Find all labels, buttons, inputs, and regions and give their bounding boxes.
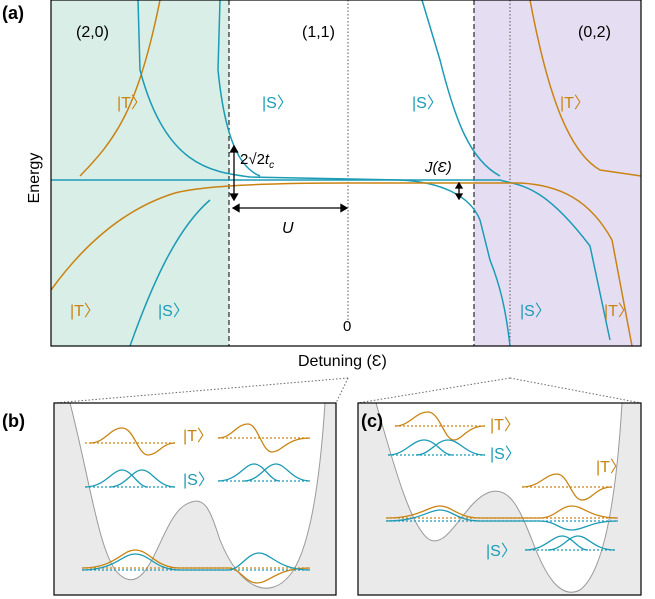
panel-c: |T〉 |S〉 |T〉 |S〉 (c)	[357, 402, 642, 596]
triplet-wavefunction	[217, 423, 311, 453]
triplet-right-rising-curve	[529, 0, 642, 177]
triplet-state-label: |T〉	[490, 417, 520, 434]
singlet-hybrid-wavefunction	[385, 509, 619, 531]
triplet-wavefunction	[521, 473, 613, 501]
triplet-state-label: |T〉	[117, 95, 147, 112]
triplet-wavefunction	[394, 411, 486, 441]
singlet-right-anticrossing	[421, 0, 501, 177]
tilted-double-well	[376, 403, 622, 593]
plot-frame	[50, 0, 642, 347]
zoom-guide-b-left	[53, 377, 349, 404]
singlet-wavefunction	[84, 469, 176, 488]
triplet-state-label: |T〉	[604, 303, 634, 320]
region-11-label: (1,1)	[302, 24, 335, 41]
panel-c-label: (c)	[361, 411, 383, 431]
tunnel-var-text: t	[265, 151, 270, 168]
tilted-double-well-curve	[375, 402, 623, 593]
singlet-state-label: |S〉	[490, 446, 521, 463]
charging-arrowhead-left	[231, 203, 240, 213]
triplet-hybrid-wavefunction	[385, 505, 619, 519]
x-axis-label: Detuning (Ɛ)	[298, 353, 387, 370]
triplet-left-rising-curve	[79, 0, 161, 177]
singlet-state-label: |S〉	[520, 303, 551, 320]
region-02-shading	[474, 0, 641, 346]
triplet-state-label: |T〉	[596, 459, 626, 476]
panel-b-label: (b)	[2, 411, 25, 431]
singlet-upper-curve	[51, 179, 611, 341]
panel-b: |T〉 |S〉 (b)	[2, 402, 337, 596]
panel-b-frame	[53, 402, 337, 596]
tunnel-gap-arrowhead-top	[229, 144, 239, 153]
singlet-left-anticrossing	[217, 0, 261, 177]
triplet-state-label: |T〉	[70, 303, 100, 320]
tunnel-coupling-label: 2√2tc	[240, 151, 274, 171]
singlet-state-label: |S〉	[158, 303, 189, 320]
exchange-arrowhead-top	[454, 181, 464, 189]
zoom-guide-c-left	[357, 377, 511, 404]
zoom-guide-c-right	[509, 377, 642, 404]
singlet-state-label: |S〉	[262, 95, 293, 112]
singlet-ground-wavefunction	[81, 552, 311, 571]
triplet-flat-curve	[50, 182, 633, 347]
double-well-curve	[69, 402, 326, 589]
panel-c-frame	[357, 402, 642, 596]
tunnel-sub-text: c	[269, 160, 274, 171]
singlet-wavefunction	[524, 535, 616, 551]
singlet-state-label: |S〉	[412, 95, 443, 112]
triplet-state-label: |T〉	[560, 95, 590, 112]
double-well-outer	[54, 403, 336, 595]
y-axis-label: Energy	[26, 153, 43, 204]
singlet-state-label: |S〉	[486, 543, 517, 560]
singlet-left-falling-curve	[129, 199, 211, 347]
exchange-arrowhead-bottom	[454, 193, 464, 201]
panel-a: (a) (2,0) (1,1) (0,2) |T〉 |S〉 |S〉 |T〉 |T…	[2, 0, 642, 370]
charging-energy-label: U	[282, 220, 294, 237]
triplet-wavefunction	[89, 427, 176, 456]
zoom-guides	[53, 377, 642, 404]
singlet-wavefunction	[387, 439, 486, 456]
zero-detuning-label: 0	[343, 318, 351, 335]
double-well-potential	[70, 403, 325, 589]
zoom-guide-b-right	[335, 377, 349, 404]
triplet-ground-wavefunction	[81, 549, 311, 584]
tunnel-coeff-text: 2√2	[240, 151, 265, 168]
triplet-state-label: |T〉	[183, 428, 213, 445]
panel-a-label: (a)	[2, 3, 24, 23]
exchange-energy-label: J(Ɛ)	[424, 159, 452, 176]
charging-arrowhead-right	[340, 203, 349, 213]
tunnel-gap-arrowhead-bottom	[229, 193, 239, 202]
singlet-wavefunction	[217, 463, 311, 482]
region-20-label: (2,0)	[76, 24, 109, 41]
region-02-label: (0,2)	[578, 24, 611, 41]
singlet-state-label: |S〉	[183, 472, 214, 489]
